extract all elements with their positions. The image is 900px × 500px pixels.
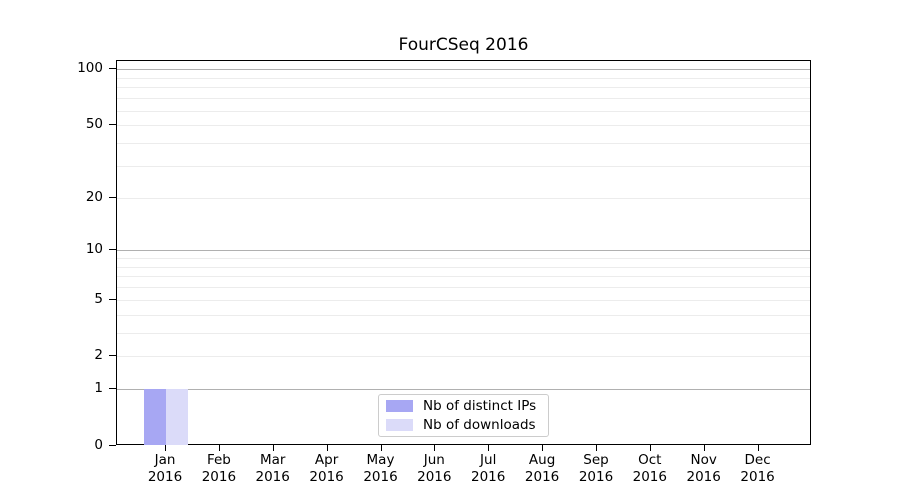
gridline-minor-30 [117,165,810,167]
x-tick-label-apr: Apr 2016 [309,452,344,485]
y-tick-label-100: 100 [77,60,103,77]
gridline-minor-3 [117,332,810,334]
bar-distinct-ips-jan [144,389,166,445]
x-tick-label-sep: Sep 2016 [578,452,614,485]
gridline-major-1 [117,389,810,391]
gridline-minor-7 [117,276,810,278]
plot-area [116,60,811,445]
gridline-minor-60 [117,110,810,112]
x-tick-nov [703,445,705,451]
legend-item-downloads: Nb of downloads [386,417,548,433]
y-tick-2 [109,355,116,357]
x-tick-label-dec: Dec 2016 [740,452,775,485]
y-tick-label-5: 5 [94,290,103,307]
gridline-minor-8 [117,266,810,268]
x-tick-may [380,445,382,451]
y-tick-label-0: 0 [94,437,103,453]
y-tick-label-20: 20 [85,188,103,205]
x-tick-jul [488,445,490,451]
legend: Nb of distinct IPs Nb of downloads [378,394,549,437]
x-tick-label-oct: Oct 2016 [632,452,667,485]
gridline-minor-5 [117,299,810,301]
y-tick-5 [109,298,116,300]
y-tick-50 [109,124,116,126]
gridline-minor-90 [117,77,810,79]
gridline-major-10 [117,250,810,252]
y-tick-0 [109,445,116,446]
x-tick-oct [649,445,651,451]
x-tick-label-jul: Jul 2016 [471,452,506,485]
y-tick-label-50: 50 [85,116,103,133]
x-tick-label-aug: Aug 2016 [524,452,560,485]
x-tick-sep [596,445,597,451]
gridline-minor-80 [117,87,810,89]
gridline-minor-50 [117,125,810,127]
x-tick-jun [434,445,436,451]
gridline-minor-9 [117,258,810,260]
y-tick-label-10: 10 [85,241,103,258]
x-tick-label-nov: Nov 2016 [686,452,721,485]
gridline-minor-4 [117,314,810,316]
gridline-minor-6 [117,287,810,289]
y-tick-10 [109,249,116,251]
legend-label-downloads: Nb of downloads [423,417,536,433]
legend-swatch-downloads [386,419,413,431]
gridline-minor-20 [117,197,810,199]
gridline-minor-70 [117,98,810,100]
x-tick-dec [757,445,759,451]
legend-label-distinct-ips: Nb of distinct IPs [423,398,537,414]
y-tick-1 [109,388,116,390]
x-tick-label-jan: Jan 2016 [147,452,183,485]
x-tick-aug [542,445,544,451]
gridline-minor-2 [117,356,810,358]
y-tick-20 [109,196,116,198]
x-tick-mar [272,445,274,451]
x-tick-label-jun: Jun 2016 [417,452,452,485]
y-tick-label-1: 1 [94,380,103,397]
x-tick-apr [326,445,328,451]
chart-title: FourCSeq 2016 [398,35,529,55]
gridline-minor-40 [117,143,810,144]
x-tick-feb [218,445,220,451]
x-tick-label-may: May 2016 [363,452,398,485]
legend-swatch-distinct-ips [386,400,413,412]
y-tick-100 [109,68,116,70]
x-tick-label-feb: Feb 2016 [201,452,237,485]
x-tick-jan [165,445,166,451]
gridline-major-100 [117,69,810,71]
legend-item-distinct-ips: Nb of distinct IPs [386,398,548,414]
y-tick-label-2: 2 [94,347,103,364]
bar-downloads-jan [166,389,188,445]
x-tick-label-mar: Mar 2016 [255,452,290,485]
